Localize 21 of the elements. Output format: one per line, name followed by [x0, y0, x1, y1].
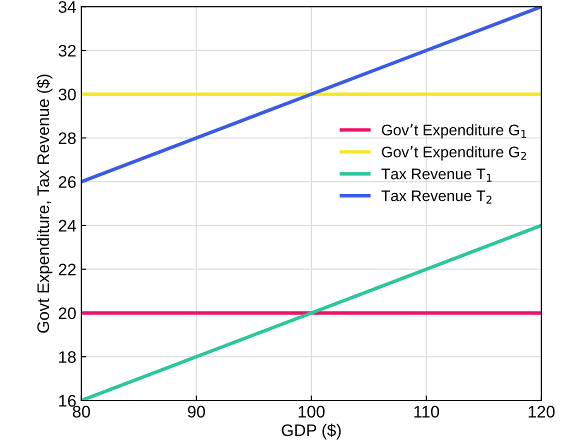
x-tick-label: 100 [298, 406, 325, 418]
y-tick-label: 34 [58, 1, 76, 13]
y-tick-label: 22 [58, 264, 76, 276]
y-tick-label: 18 [59, 351, 76, 363]
x-axis-title: GDP ($) [282, 424, 341, 440]
y-axis-title: Govt Expenditure, Tax Revenue ($) [36, 74, 52, 333]
legend-label: Gov’t Expenditure G$_{1}$ [382, 124, 526, 138]
x-tick-label: 80 [72, 406, 90, 418]
y-tick-label: 26 [58, 176, 76, 188]
legend-label: Tax Revenue T$_{2}$ [381, 190, 492, 204]
x-tick-label: 120 [528, 406, 555, 418]
y-tick-label: 20 [58, 307, 76, 320]
y-tick-label: 24 [58, 220, 76, 232]
y-tick-label: 32 [58, 44, 76, 57]
legend-label: Tax Revenue T$_{1}$ [381, 168, 492, 182]
y-tick-label: 28 [58, 132, 76, 144]
x-tick-label: 90 [188, 406, 205, 418]
y-tick-label: 30 [58, 88, 76, 100]
y-tick-label: 16 [59, 394, 76, 407]
legend-label: Gov’t Expenditure G$_{2}$ [382, 146, 526, 160]
x-tick-label: 110 [414, 406, 439, 418]
